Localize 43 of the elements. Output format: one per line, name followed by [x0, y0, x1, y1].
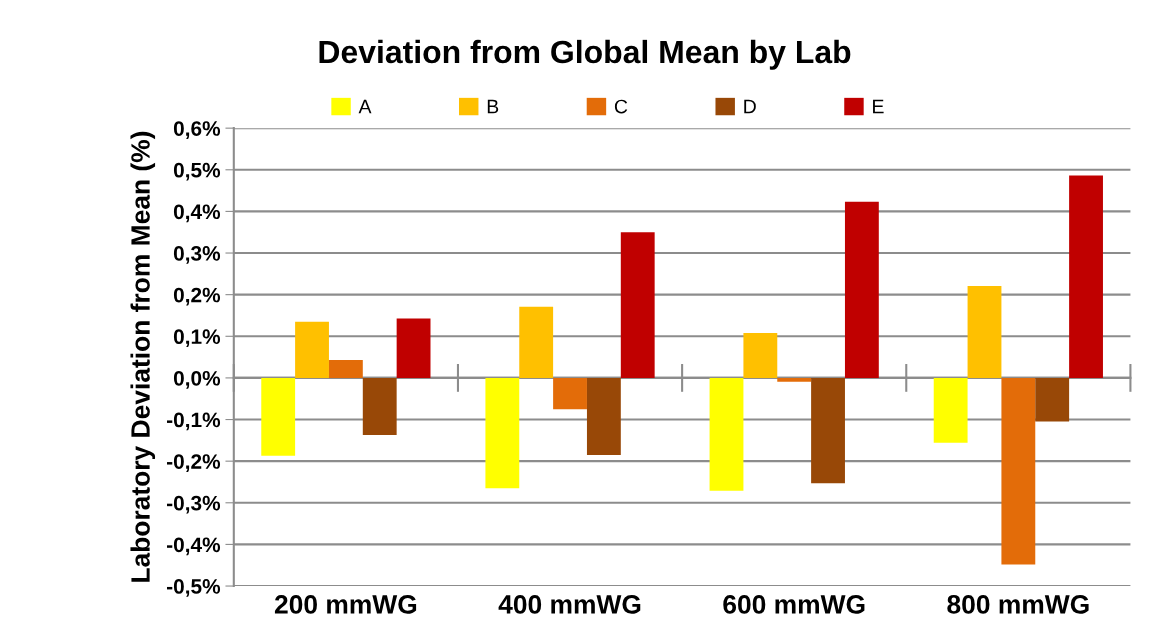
- y-tick-label: 0,4%: [173, 204, 221, 223]
- legend-label: E: [873, 99, 884, 114]
- y-tick-label: 0,5%: [173, 162, 221, 181]
- x-tick-label: 600 mmWG: [723, 595, 865, 614]
- y-tick-label: -0,5%: [167, 579, 221, 597]
- legend-label: A: [358, 99, 372, 114]
- bar: [485, 377, 520, 489]
- y-tick-label: -0,2%: [167, 454, 221, 472]
- bar: [519, 306, 554, 378]
- x-tick-label: 800 mmWG: [947, 595, 1089, 614]
- bar: [396, 318, 431, 378]
- legend-label: B: [487, 99, 499, 114]
- y-tick-label: 0,3%: [173, 246, 221, 264]
- y-tick-label: 0,1%: [173, 329, 221, 348]
- y-tick-label: 0,0%: [173, 370, 221, 389]
- bar: [328, 360, 363, 378]
- x-tick-label: 200 mmWG: [274, 595, 417, 614]
- bar: [967, 285, 1002, 378]
- legend-label: D: [744, 99, 756, 114]
- bar: [620, 232, 655, 378]
- chart-title: Deviation from Global Mean by Lab: [319, 39, 851, 70]
- bar: [586, 377, 621, 455]
- bar: [261, 377, 296, 456]
- bar: [777, 377, 812, 382]
- y-tick-label: -0,1%: [167, 412, 221, 431]
- bar: [743, 332, 778, 378]
- legend-label: C: [614, 99, 628, 114]
- y-tick-label: 0,2%: [173, 287, 221, 306]
- y-tick-label: -0,4%: [167, 537, 221, 556]
- bar: [1001, 377, 1036, 565]
- bar: [1069, 175, 1103, 378]
- bar: [844, 201, 879, 378]
- bar: [811, 377, 845, 484]
- y-tick-label: 0,6%: [173, 121, 221, 139]
- bar: [1035, 377, 1070, 422]
- bar: [933, 377, 968, 443]
- bar: [295, 321, 329, 378]
- y-axis-title: Laboratory Deviation from Mean (%): [130, 131, 156, 582]
- bar: [362, 377, 397, 435]
- bar: [553, 377, 587, 410]
- bar: [709, 377, 744, 491]
- x-tick-label: 400 mmWG: [498, 595, 641, 614]
- y-tick-label: -0,3%: [167, 495, 221, 514]
